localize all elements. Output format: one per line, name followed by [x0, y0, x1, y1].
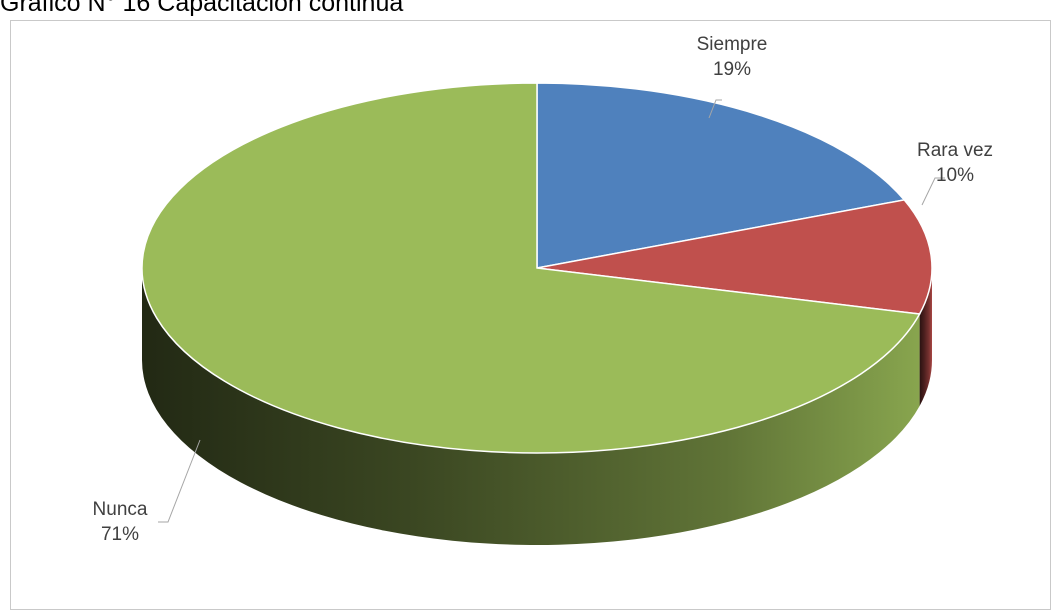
pie-data-labels: Siempre 19% Rara vez 10% Nunca 71% [93, 34, 993, 545]
data-label-rara-vez-percent: 10% [936, 165, 974, 186]
pie-slice-nunca[interactable] [141, 82, 921, 454]
data-label-nunca-name: Nunca [93, 499, 148, 520]
pie-leader-lines [158, 99, 945, 523]
pie-tops [141, 82, 933, 454]
data-label-nunca-percent: 71% [101, 524, 139, 545]
chart-title: Gráfico N° 16 Capacitación continua [0, 0, 404, 17]
pie-slice-rara-vez[interactable] [536, 199, 933, 315]
pie-side-nunca [142, 268, 920, 546]
pie-side-rara-vez [919, 268, 932, 407]
leader-line-nunca [158, 439, 201, 523]
pie-sides [142, 268, 932, 546]
data-label-rara-vez-name: Rara vez [917, 140, 993, 161]
data-label-siempre-name: Siempre [697, 34, 768, 55]
data-label-siempre-percent: 19% [713, 59, 751, 80]
pie-slice-siempre[interactable] [536, 82, 906, 269]
leader-line-rara-vez [921, 177, 945, 206]
leader-line-siempre [708, 99, 722, 119]
